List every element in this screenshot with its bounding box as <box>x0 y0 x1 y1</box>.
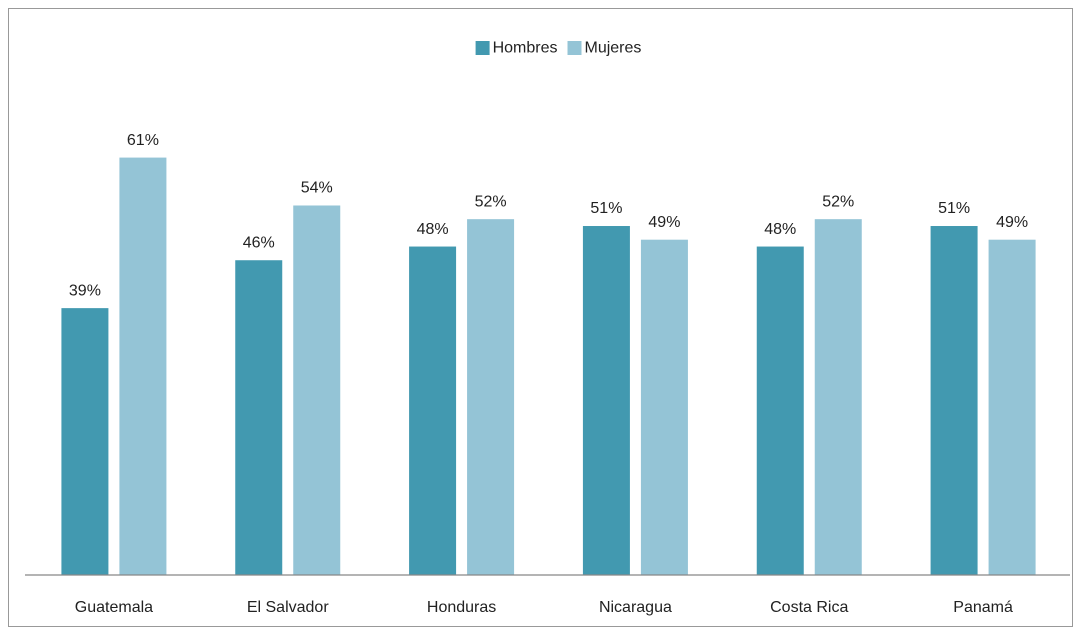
x-tick-label: Nicaragua <box>599 599 672 616</box>
data-label: 54% <box>301 180 333 197</box>
data-label: 48% <box>764 221 796 238</box>
bar <box>119 157 167 576</box>
x-tick-label: Guatemala <box>75 599 153 616</box>
data-label: 39% <box>69 282 101 299</box>
data-label: 49% <box>648 214 680 231</box>
bar <box>61 308 109 575</box>
bar <box>930 226 978 575</box>
x-tick-label: Panamá <box>953 599 1013 616</box>
data-label: 49% <box>996 214 1028 231</box>
bar <box>293 205 341 575</box>
bar <box>814 219 862 575</box>
bar <box>582 226 630 575</box>
data-label: 46% <box>243 234 275 251</box>
x-tick-label: Honduras <box>427 599 496 616</box>
data-label: 48% <box>417 221 449 238</box>
bar <box>756 246 804 576</box>
chart-border <box>8 8 1073 627</box>
data-label: 52% <box>475 193 507 210</box>
legend-swatch <box>567 41 582 55</box>
x-tick-label: Costa Rica <box>770 599 848 616</box>
bar <box>235 260 283 575</box>
legend-label: Hombres <box>493 40 558 57</box>
bar <box>988 239 1036 575</box>
bar <box>640 239 688 575</box>
data-label: 61% <box>127 132 159 149</box>
data-label: 51% <box>938 200 970 217</box>
bar <box>409 246 457 576</box>
legend-label: Mujeres <box>585 40 642 57</box>
x-tick-label: El Salvador <box>247 599 329 616</box>
data-label: 51% <box>590 200 622 217</box>
bar <box>467 219 515 575</box>
data-label: 52% <box>822 193 854 210</box>
legend-swatch <box>475 41 490 55</box>
